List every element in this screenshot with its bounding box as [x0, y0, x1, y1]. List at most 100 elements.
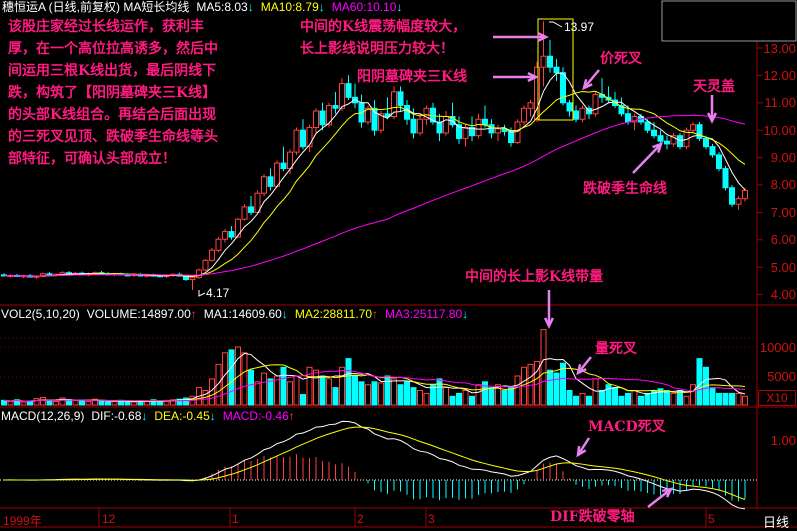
volume-bar	[436, 378, 443, 406]
arrow-shaft	[647, 488, 672, 508]
candle	[612, 91, 618, 109]
candle	[521, 105, 527, 125]
candle-body	[696, 124, 703, 139]
volume-bar	[332, 387, 339, 406]
candle	[677, 132, 683, 150]
volume-bar	[124, 401, 131, 406]
candle-body	[527, 102, 534, 109]
annotation-arrow-icon	[576, 437, 591, 458]
candle	[716, 152, 722, 172]
volume-bar	[352, 375, 358, 406]
volume-bar	[625, 392, 631, 406]
candle-body	[514, 121, 521, 144]
volume-bar	[339, 366, 345, 406]
candle-body	[293, 129, 300, 153]
candle-body	[501, 128, 508, 133]
volume-bar	[735, 392, 742, 406]
price-tick: 8.00	[770, 177, 796, 192]
volume-bar	[144, 401, 150, 406]
candle-body	[625, 113, 631, 123]
candle-body	[670, 135, 677, 145]
volume-bar	[313, 369, 319, 406]
candle	[690, 121, 696, 133]
volume-bar	[670, 392, 677, 406]
tombstone-box	[537, 18, 574, 121]
annotation-arrow-icon	[582, 69, 600, 91]
arrow-down-icon: ↓	[209, 409, 216, 423]
candle	[605, 86, 612, 103]
note-line: 部特征，可确认头部成立！	[8, 151, 176, 167]
vol-ma3-readout: MA3:25117.80↓	[385, 308, 468, 321]
volume-tick: 10000	[759, 340, 796, 355]
volume-bar	[365, 384, 371, 406]
volume-bar	[475, 384, 482, 406]
low-price-label: 4.17	[206, 286, 230, 300]
volume-bar	[7, 401, 14, 406]
volume-bar	[514, 375, 521, 406]
volume-bar	[384, 375, 391, 406]
dea-line	[3, 426, 746, 500]
price-death-cross-note: 价死叉	[600, 51, 642, 67]
candle	[735, 195, 742, 210]
ma10-line	[3, 90, 746, 277]
candle-body	[508, 131, 514, 144]
candle	[209, 248, 215, 262]
volume-bar	[92, 398, 98, 406]
candle-body	[378, 113, 384, 131]
candle	[592, 91, 599, 117]
note-line: 的头部K线组合。再结合后面出现	[8, 107, 217, 123]
candle-body	[410, 118, 417, 134]
price-tick: 10.00	[763, 123, 796, 138]
candle-body	[566, 102, 573, 112]
vol-ma3-value: MA3:25117.80	[385, 307, 463, 321]
volume-bar	[371, 381, 378, 406]
candle-body	[423, 107, 430, 120]
arrow-head	[527, 71, 539, 83]
candle	[644, 119, 651, 133]
candle-body	[189, 277, 196, 281]
candle-body	[729, 187, 735, 205]
candle	[280, 146, 287, 172]
candle-body	[709, 146, 716, 156]
volume-bar	[1, 399, 7, 406]
ma60-readout: MA60:10.10↓	[332, 1, 403, 14]
candle	[495, 124, 501, 142]
volume-bar	[254, 381, 261, 406]
price-tick: 7.00	[770, 205, 796, 220]
candle-body	[618, 105, 625, 115]
note-line: 跌，构筑了【阳阴墓碑夹三K线】	[8, 85, 217, 101]
volume-bar	[300, 394, 306, 406]
volume-bar	[605, 384, 612, 406]
volume-bar	[14, 399, 20, 406]
volume-bar	[85, 401, 92, 406]
candle-body	[553, 66, 560, 74]
candle	[215, 237, 222, 253]
volume-tick: 5000	[767, 369, 796, 384]
break-season-line-note: 跌破季生命线	[583, 181, 667, 197]
candle	[540, 21, 547, 87]
volume-bar	[456, 392, 462, 406]
candle-body	[579, 107, 586, 120]
period-tab[interactable]: 日线	[763, 515, 790, 530]
volume-bar	[495, 384, 501, 406]
candle	[196, 268, 202, 279]
candle-body	[313, 110, 319, 128]
high-marker	[549, 21, 563, 28]
candle	[527, 100, 534, 117]
tombstone-note: 阳阴墓碑夹三K线	[357, 69, 468, 85]
candle-body	[677, 135, 683, 148]
volume-bar	[423, 392, 430, 406]
candle	[241, 204, 248, 221]
volume-bar	[358, 381, 365, 406]
time-label: 1	[232, 512, 239, 526]
candle-body	[573, 110, 579, 120]
price-tick: 12.00	[763, 68, 796, 83]
volume-bar	[170, 399, 176, 406]
volume-bar	[709, 387, 716, 406]
candle-body	[280, 162, 287, 170]
candle	[475, 113, 482, 139]
volume-bar	[345, 358, 352, 406]
annotation-arrow-icon	[647, 487, 674, 508]
volume-bar	[267, 378, 274, 406]
